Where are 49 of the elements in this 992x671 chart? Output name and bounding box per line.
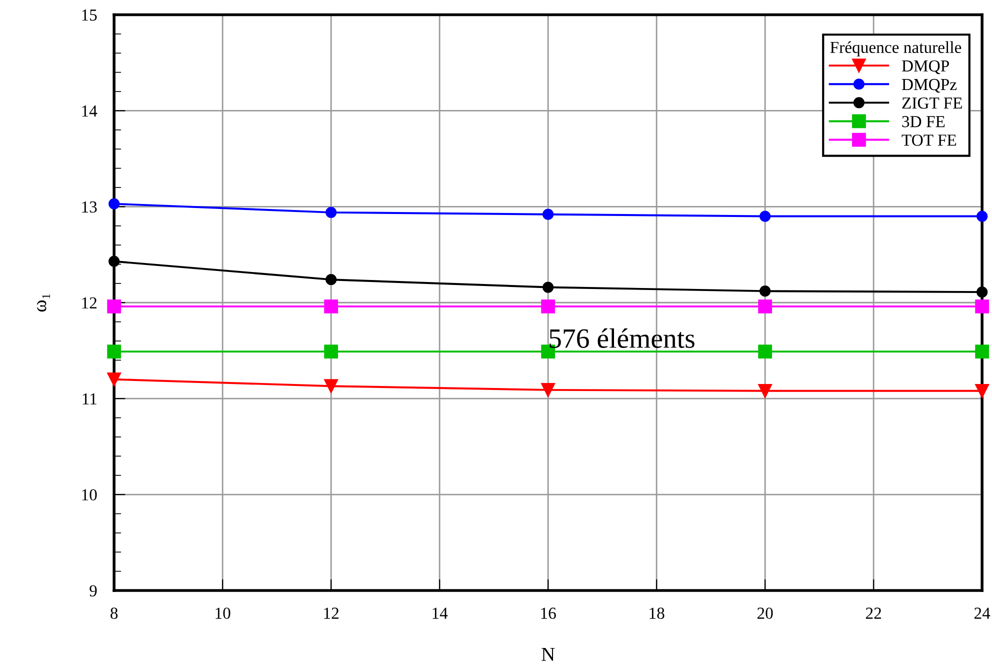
x-tick-label: 16 (541, 608, 556, 619)
point (975, 344, 990, 358)
point (760, 210, 771, 222)
point (541, 382, 556, 397)
x-tick-label: 20 (757, 608, 773, 619)
x-axis-title: N (542, 648, 555, 661)
y-tick-label: 9 (90, 585, 97, 596)
x-tick-label: 10 (216, 608, 230, 619)
x-tick-label: 18 (650, 608, 664, 619)
y-tick-label: 12 (82, 297, 96, 308)
point (976, 210, 988, 222)
point (326, 274, 337, 286)
point (324, 344, 338, 358)
x-tick-label: 8 (110, 608, 118, 619)
y-axis-title: ω₁ (36, 294, 50, 312)
x-tick-label: 22 (866, 608, 881, 619)
point (326, 206, 337, 218)
point (760, 286, 771, 297)
point (758, 300, 772, 314)
point (542, 208, 554, 220)
point (108, 198, 120, 210)
point (107, 372, 122, 386)
legend-label: 3D FE (902, 116, 945, 128)
annotation: 576 éléments (550, 328, 694, 348)
point (107, 344, 122, 358)
legend-label: TOT FE (902, 134, 956, 146)
x-tick-label: 24 (974, 608, 990, 619)
y-tick-label: 10 (82, 489, 97, 500)
point (975, 384, 990, 398)
y-tick-label: 14 (82, 105, 98, 116)
point (108, 256, 120, 267)
point (107, 300, 122, 314)
y-tick-label: 11 (82, 393, 96, 404)
point (324, 300, 338, 314)
y-tick-label: 15 (82, 10, 97, 21)
y-tick-label: 13 (82, 201, 97, 213)
legend-label: ZIGT FE (902, 97, 962, 109)
legend-label: DMQP (902, 60, 949, 74)
point (976, 286, 988, 298)
x-tick-label: 14 (432, 608, 448, 619)
point (758, 344, 772, 358)
x-tick-label: 12 (324, 608, 338, 619)
legend-label: DMQPz (902, 78, 957, 93)
point (542, 282, 554, 293)
point (541, 300, 556, 314)
point (758, 384, 772, 398)
point (975, 300, 990, 314)
point (324, 379, 338, 394)
legend-title: Fréquence naturelle (830, 41, 962, 56)
